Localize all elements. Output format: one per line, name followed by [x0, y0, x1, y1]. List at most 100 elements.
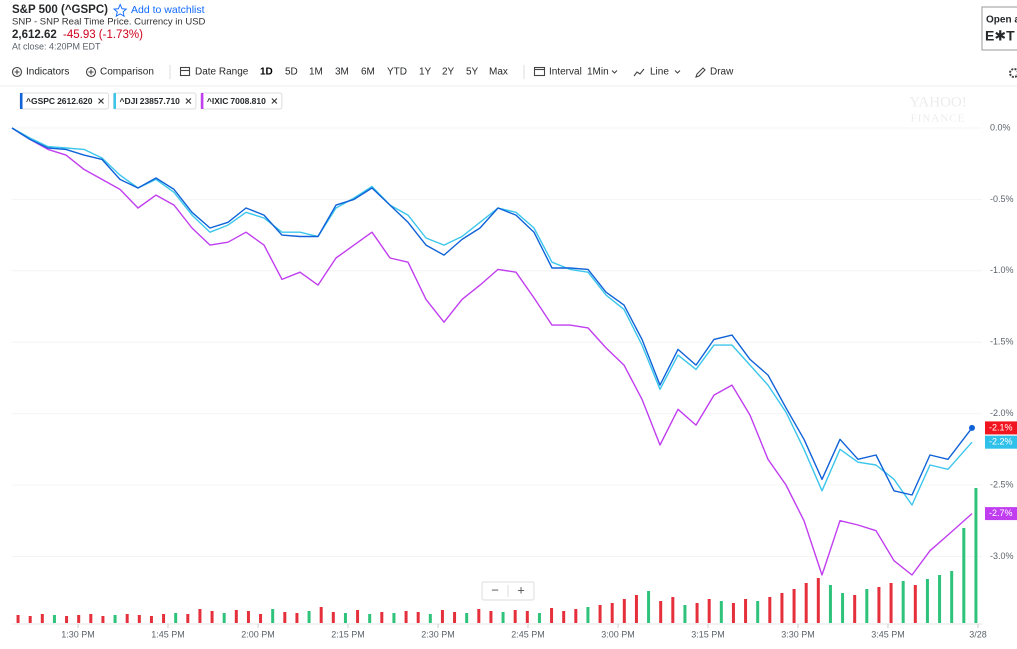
range-button[interactable]: 1D [260, 67, 273, 78]
draw-button[interactable]: Draw [710, 67, 734, 78]
volume-bar [440, 610, 444, 623]
volume-bar [671, 597, 675, 623]
ad-text[interactable]: Open a [986, 15, 1017, 26]
chip-close[interactable] [271, 98, 278, 104]
volume-bar [113, 615, 117, 623]
interval-label[interactable]: Interval [549, 67, 582, 78]
price-change: -45.93 (-1.73%) [63, 29, 143, 41]
calendar-icon[interactable] [179, 66, 191, 77]
volume-bar [416, 612, 420, 623]
volume-bar [889, 583, 893, 623]
volume-bar [537, 613, 541, 623]
volume-bar [77, 615, 81, 623]
zoom-in[interactable]: + [517, 582, 525, 597]
volume-bar [65, 616, 69, 623]
value-tag [985, 435, 1017, 449]
watchlist-link[interactable]: Add to watchlist [131, 4, 205, 16]
range-button[interactable]: 5Y [466, 67, 479, 78]
volume-bar [356, 610, 360, 623]
volume-bar [404, 611, 408, 623]
chevron [611, 70, 618, 74]
volume-bar [380, 612, 384, 623]
volume-bar [598, 605, 602, 623]
indicators-plus [14, 69, 20, 75]
watermark: YAHOO! [909, 94, 967, 110]
ad-box[interactable] [981, 6, 1017, 51]
volume-bar [501, 612, 505, 623]
draw-icon[interactable] [695, 67, 706, 78]
volume-bar [744, 599, 748, 623]
volume-bar [683, 605, 687, 623]
range-button[interactable]: 5D [285, 67, 298, 78]
range-button[interactable]: YTD [387, 67, 407, 78]
interval-value[interactable]: 1Min [587, 67, 609, 78]
volume-bar [804, 583, 808, 623]
legend-chip[interactable]: ^GSPC 2612.620 [19, 92, 110, 110]
zoom-out[interactable]: − [491, 582, 499, 597]
volume-bar [259, 614, 263, 623]
x-tick-label: 2:30 PM [421, 629, 455, 639]
x-tick-label: 1:45 PM [151, 629, 185, 639]
date-range-button[interactable]: Date Range [195, 67, 249, 78]
y-tick-label: -3.0% [990, 551, 1014, 561]
volume-bar [307, 611, 311, 623]
range-button[interactable]: Max [489, 67, 508, 78]
y-tick-label: -2.0% [990, 408, 1014, 418]
star-icon[interactable] [112, 3, 128, 18]
series-line [11, 127, 973, 496]
volume-bar [634, 595, 638, 623]
x-tick-label: 1:30 PM [61, 629, 95, 639]
volume-bar [489, 611, 493, 623]
volume-bar [52, 615, 56, 623]
volume-bar [841, 593, 845, 623]
volume-bar [768, 597, 772, 623]
x-tick-label: 3:00 PM [601, 629, 635, 639]
x-tick-label: 3:15 PM [691, 629, 725, 639]
comparison-icon[interactable] [85, 66, 97, 78]
legend-chip[interactable]: ^DJI 23857.710 [113, 92, 197, 110]
comparison-button[interactable]: Comparison [100, 67, 154, 78]
volume-bar [938, 575, 942, 623]
range-button[interactable]: 6M [361, 67, 375, 78]
volume-bar [222, 613, 226, 623]
x-tick-label: 2:15 PM [331, 629, 365, 639]
indicators-icon[interactable] [11, 66, 23, 78]
volume-bar [453, 612, 457, 623]
price: 2,612.62 [12, 29, 57, 41]
range-button[interactable]: 1M [309, 67, 323, 78]
legend-name: ^GSPC [26, 96, 55, 106]
volume-bar [16, 615, 20, 623]
range-button[interactable]: 2Y [442, 67, 455, 78]
volume-bar [28, 616, 32, 623]
chart-type-button[interactable]: Line [650, 67, 669, 78]
series-line [11, 127, 973, 576]
legend-chip[interactable]: ^IXIC 7008.810 [200, 92, 283, 110]
volume-bar [756, 601, 760, 623]
ad-logo[interactable]: E✱T [985, 28, 1015, 44]
range-button[interactable]: 3M [335, 67, 349, 78]
chip-close[interactable] [98, 98, 104, 104]
volume-bar [865, 589, 869, 623]
volume-bar [246, 611, 250, 623]
volume-bar [659, 601, 663, 623]
chip-color [20, 93, 23, 109]
interval-icon[interactable] [533, 66, 546, 77]
volume-bar [174, 613, 178, 623]
chip-close[interactable] [185, 98, 192, 104]
volume-bar [695, 603, 699, 623]
value-tag [985, 507, 1017, 521]
close-time: At close: 4:20PM EDT [12, 41, 101, 51]
range-button[interactable]: 1Y [419, 67, 432, 78]
volume-bar [513, 610, 517, 623]
x-tick-label: 2:00 PM [241, 629, 275, 639]
volume-bar [465, 613, 469, 623]
indicators-button[interactable]: Indicators [26, 67, 69, 78]
volume-bar [647, 591, 651, 623]
settings-icon[interactable] [1009, 68, 1017, 78]
volume-bar [101, 616, 105, 623]
line-icon[interactable] [633, 68, 645, 77]
volume-bar [719, 601, 723, 623]
volume-bar [343, 613, 347, 623]
volume-bar [283, 612, 287, 623]
